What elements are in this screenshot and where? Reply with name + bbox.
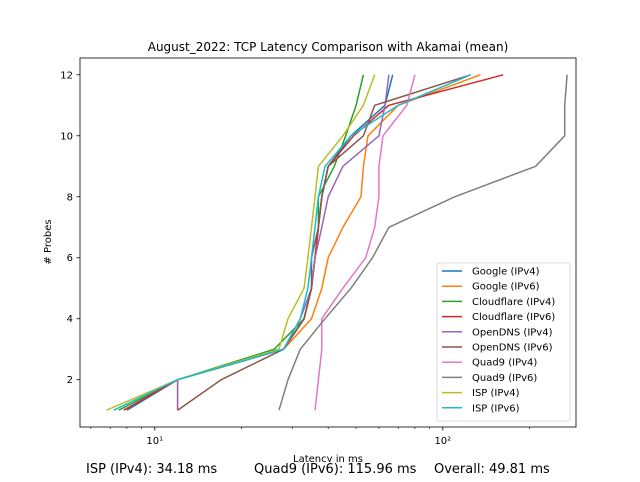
legend-label-6: Quad9 (IPv4) — [472, 358, 537, 369]
legend-label-7: Quad9 (IPv6) — [472, 373, 537, 384]
quad9-summary: Quad9 (IPv6): 115.96 ms — [254, 462, 417, 477]
legend-label-3: Cloudflare (IPv6) — [472, 312, 555, 323]
legend-label-0: Google (IPv4) — [472, 267, 540, 278]
legend-label-5: OpenDNS (IPv6) — [472, 343, 553, 354]
y-axis-ticks: 2 4 6 8 10 12 — [60, 70, 80, 386]
series-line-9 — [113, 74, 471, 411]
y-axis-label: # Probes — [43, 219, 54, 264]
series-layer — [106, 74, 568, 411]
isp-summary: ISP (IPv4): 34.18 ms — [86, 462, 218, 477]
x-axis-ticks: 10¹ 10² — [90, 427, 530, 447]
summary-footer: ISP (IPv4): 34.18 ms Quad9 (IPv6): 115.9… — [0, 462, 640, 482]
series-line-0 — [126, 74, 394, 411]
series-line-8 — [106, 74, 376, 411]
y-tick-label: 2 — [67, 375, 73, 386]
y-tick-label: 6 — [67, 253, 73, 264]
legend-label-2: Cloudflare (IPv4) — [472, 297, 555, 308]
legend-label-1: Google (IPv6) — [472, 282, 540, 293]
y-tick-label: 10 — [60, 131, 73, 142]
x-axis-label: Latency in ms — [293, 454, 363, 462]
legend-label-8: ISP (IPv4) — [472, 388, 520, 399]
x-tick-label: 10² — [434, 436, 451, 447]
overall-summary: Overall: 49.81 ms — [434, 462, 550, 477]
legend-box — [436, 262, 571, 422]
chart-title: August_2022: TCP Latency Comparison with… — [148, 40, 509, 54]
x-tick-label: 10¹ — [146, 436, 163, 447]
legend: Google (IPv4) Google (IPv6) Cloudflare (IP… — [436, 262, 571, 422]
legend-label-4: OpenDNS (IPv4) — [472, 327, 553, 338]
y-tick-label: 12 — [60, 70, 73, 81]
y-tick-label: 4 — [67, 314, 73, 325]
series-line-1 — [176, 74, 481, 411]
series-line-5 — [177, 74, 471, 411]
legend-label-9: ISP (IPv6) — [472, 403, 520, 414]
series-line-4 — [176, 74, 390, 411]
series-line-7 — [278, 74, 568, 411]
latency-chart: August_2022: TCP Latency Comparison with… — [43, 40, 577, 462]
y-tick-label: 8 — [67, 192, 73, 203]
series-line-6 — [314, 74, 416, 411]
